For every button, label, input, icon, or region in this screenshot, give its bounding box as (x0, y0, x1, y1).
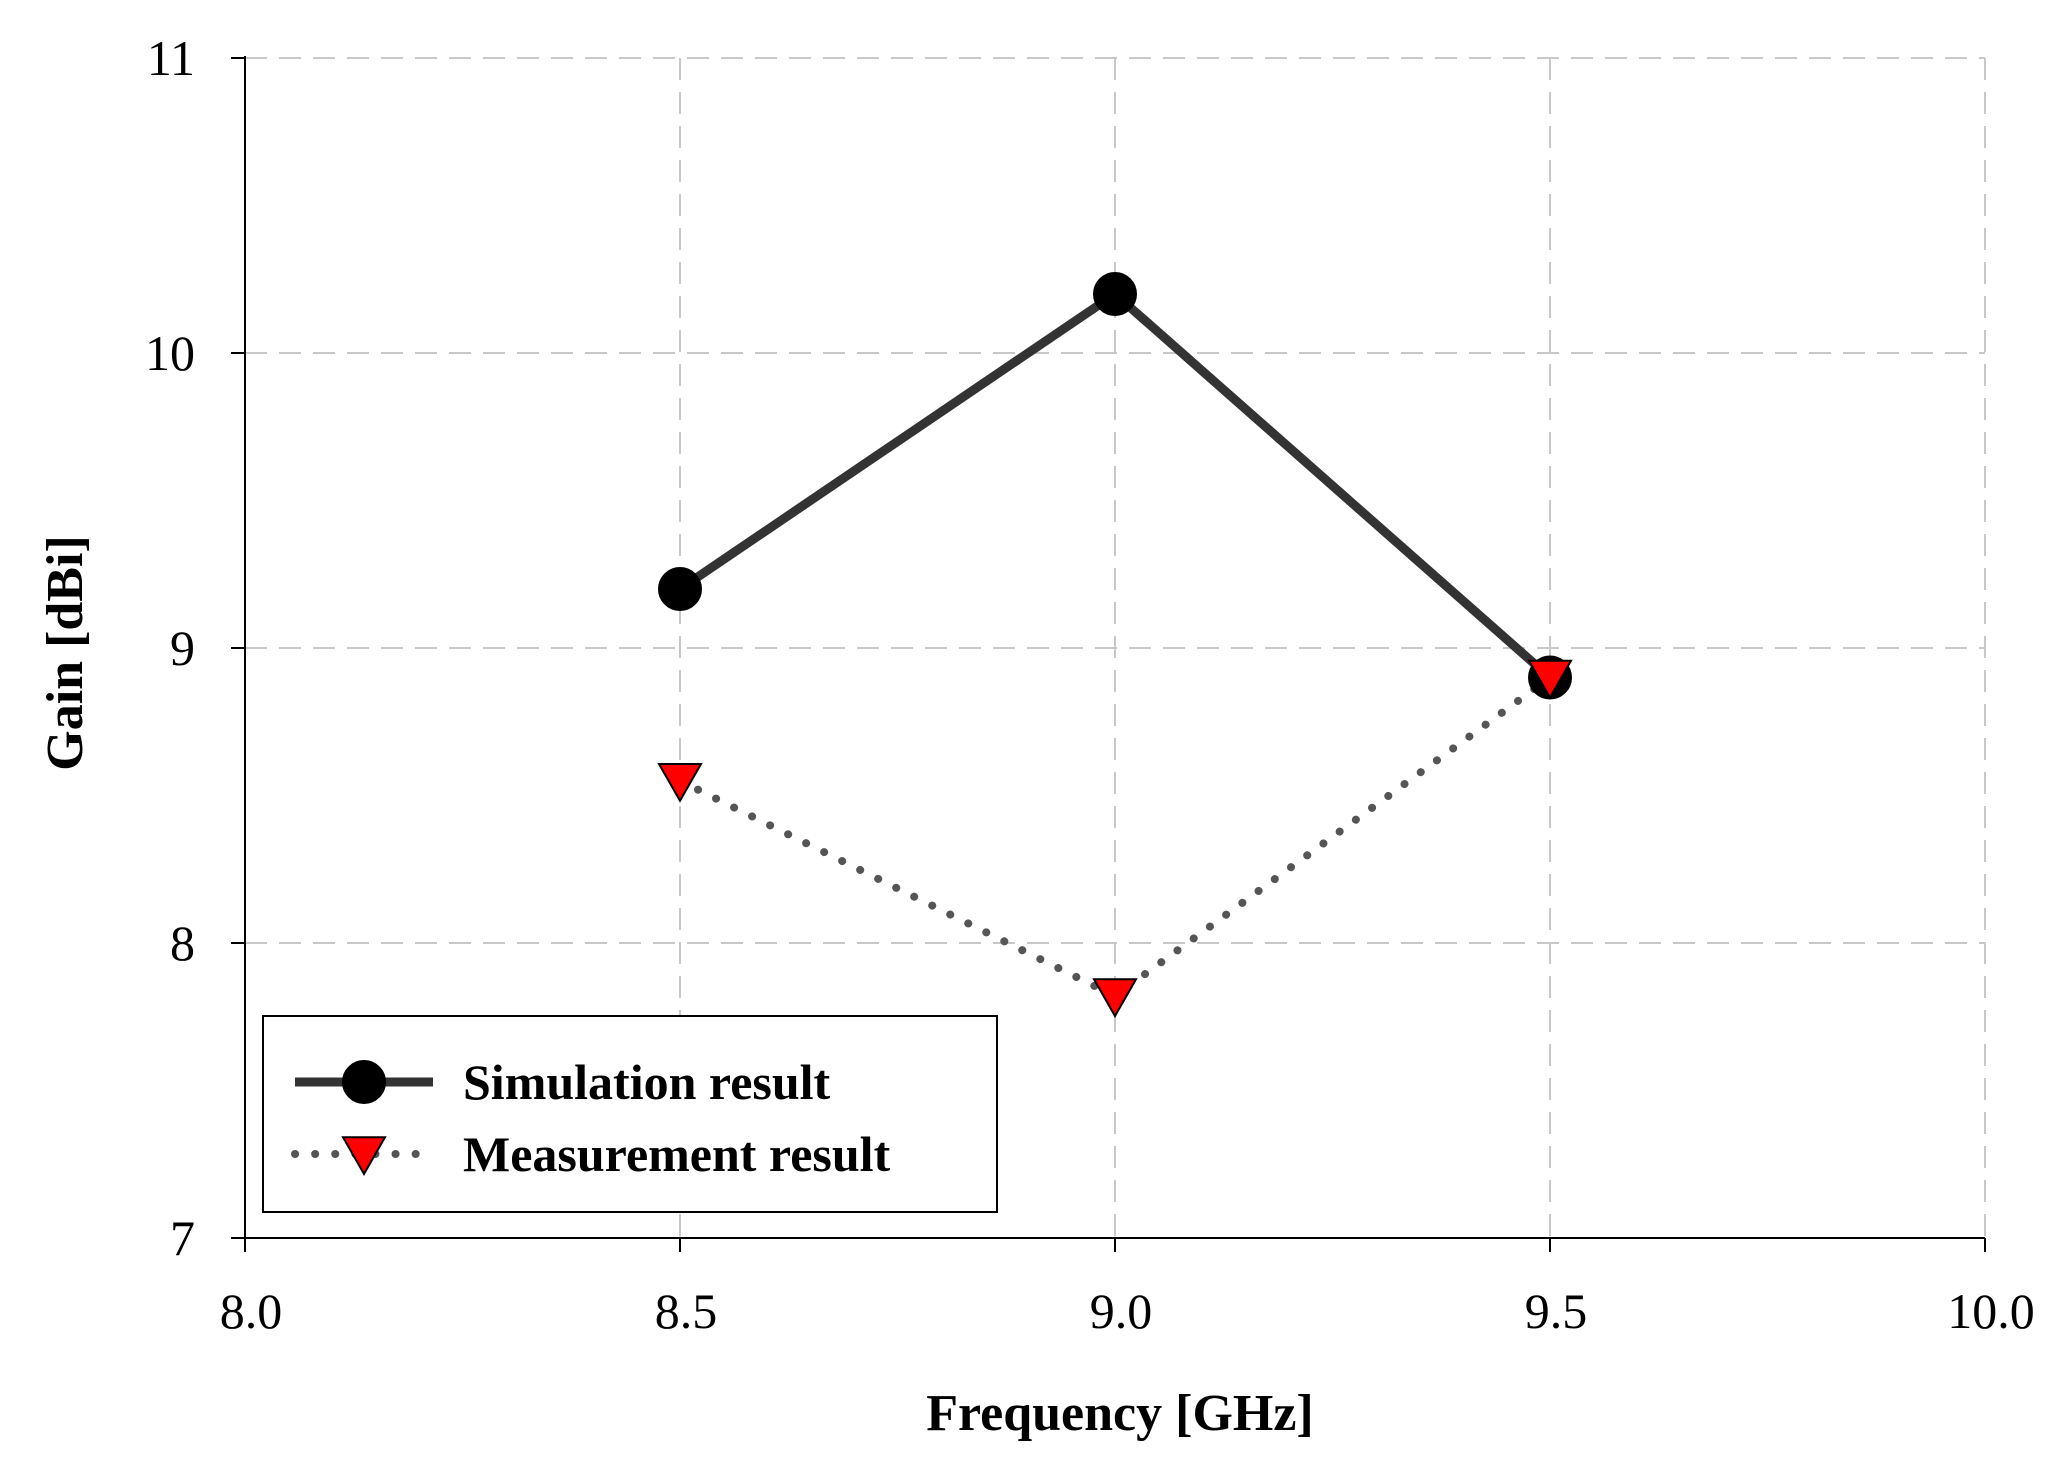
x-axis-title: Frequency [GHz] (926, 1385, 1314, 1442)
measurement-point (1527, 659, 1573, 700)
legend-simulation-marker (342, 1060, 386, 1104)
x-tick-label: 8.5 (655, 1283, 718, 1339)
x-tick-label: 9.0 (1090, 1283, 1153, 1339)
simulation-point (1093, 272, 1137, 316)
measurement-point (657, 762, 703, 803)
x-tick-label: 8.0 (220, 1283, 283, 1339)
legend: Simulation result Measurement result (262, 1015, 998, 1213)
x-tick-label: 10.0 (1947, 1283, 2035, 1339)
legend-measurement-label: Measurement result (463, 1126, 891, 1182)
y-tick-label: 11 (147, 30, 195, 86)
x-tick-label: 9.5 (1525, 1283, 1588, 1339)
series (657, 272, 1573, 1019)
legend-simulation-label: Simulation result (463, 1054, 831, 1110)
y-tick-label: 7 (170, 1210, 195, 1266)
y-tick-label: 8 (170, 915, 195, 971)
simulation-point (658, 567, 702, 611)
legend-box (262, 1015, 998, 1213)
legend-measurement-marker (341, 1136, 387, 1176)
y-axis-title: Gain [dBi] (37, 535, 94, 771)
measurement-point (1092, 978, 1138, 1019)
y-tick-label: 10 (145, 325, 195, 381)
grid (245, 57, 1986, 1238)
y-tick-label: 9 (170, 620, 195, 676)
axes: 8.0 8.5 9.0 9.5 10.0 7 8 9 10 11 (145, 30, 2035, 1339)
